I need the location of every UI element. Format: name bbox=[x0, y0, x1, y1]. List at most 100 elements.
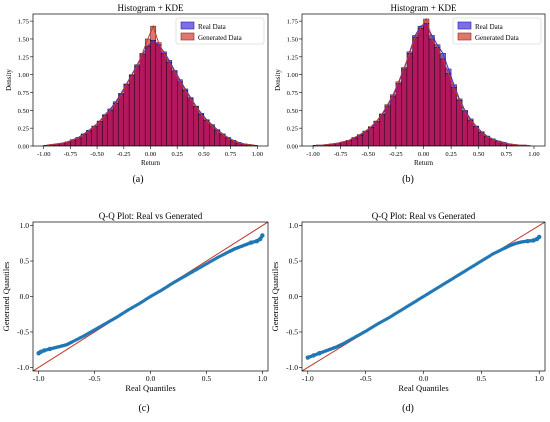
y-tick-label: 1.25 bbox=[18, 54, 29, 61]
qq-point bbox=[531, 238, 536, 243]
y-axis-label: Density bbox=[5, 69, 13, 91]
qq-point bbox=[260, 233, 265, 238]
y-tick-label: 0.5 bbox=[289, 257, 299, 266]
hist-bar-overlap bbox=[203, 120, 210, 146]
x-tick-label: 0.5 bbox=[202, 374, 212, 383]
hist-bar-overlap bbox=[450, 87, 457, 146]
x-tick-label: 0.75 bbox=[225, 151, 236, 158]
panel-label: (c) bbox=[138, 403, 149, 414]
x-tick-label: -1.00 bbox=[37, 151, 51, 158]
x-tick-label: 0.0 bbox=[419, 374, 429, 383]
qq-point bbox=[305, 355, 310, 360]
y-tick-label: 0.75 bbox=[287, 90, 298, 97]
x-tick-label: -0.25 bbox=[117, 151, 131, 158]
hist-bar-overlap bbox=[467, 120, 474, 146]
hist-bar-overlap bbox=[412, 37, 419, 146]
qq-point bbox=[257, 236, 263, 242]
y-tick-label: 1.0 bbox=[289, 221, 299, 230]
x-tick-label: -0.75 bbox=[64, 151, 78, 158]
y-tick-label: -0.5 bbox=[17, 327, 29, 336]
hist-bar-overlap bbox=[91, 126, 98, 146]
x-tick-label: 0.25 bbox=[445, 151, 456, 158]
chart-title: Q-Q Plot: Real vs Generated bbox=[372, 211, 476, 221]
qq-point bbox=[249, 240, 254, 245]
hist-bar-overlap bbox=[456, 100, 463, 146]
x-tick-label: 1.0 bbox=[535, 374, 545, 383]
legend: Real Data Generated Data bbox=[452, 17, 542, 45]
y-tick-label: 0.25 bbox=[287, 126, 298, 133]
x-tick-label: -0.25 bbox=[389, 151, 403, 158]
x-tick-label: -0.50 bbox=[361, 151, 375, 158]
x-tick-label: -0.5 bbox=[89, 374, 101, 383]
qq-point bbox=[47, 346, 52, 352]
legend-box bbox=[452, 17, 542, 45]
legend-label: Real Data bbox=[198, 23, 227, 31]
hist-bar-overlap bbox=[439, 58, 446, 146]
hist-bar-overlap bbox=[198, 114, 205, 146]
x-tick-label: 1.0 bbox=[258, 374, 268, 383]
qq-point bbox=[537, 234, 542, 240]
hist-bar-overlap bbox=[134, 65, 141, 146]
chart-title: Histogram + KDE bbox=[117, 3, 184, 13]
y-tick-label: 1.50 bbox=[287, 36, 298, 43]
legend-box bbox=[175, 17, 265, 45]
hist-bar-overlap bbox=[155, 44, 162, 146]
x-tick-label: 1.00 bbox=[528, 151, 539, 158]
y-tick-label: 1.25 bbox=[287, 54, 298, 61]
y-tick-label: 1.75 bbox=[18, 19, 29, 26]
legend-label: Generated Data bbox=[475, 34, 520, 42]
hist-bar-overlap bbox=[417, 28, 424, 146]
x-axis-label: Return bbox=[414, 159, 434, 167]
kde-line-generated bbox=[46, 24, 255, 146]
y-axis-label: Density bbox=[274, 69, 282, 91]
panel-b: Histogram + KDE Real Data Generated Data -1… bbox=[274, 3, 546, 185]
plot-area bbox=[312, 17, 532, 146]
panel-c: Q-Q Plot: Real vs Generated -1.0 -0.5 0.0 0.… bbox=[1, 211, 269, 414]
hist-bar-overlap bbox=[423, 23, 430, 146]
hist-bar-overlap bbox=[357, 135, 363, 146]
hist-bar-overlap bbox=[214, 130, 221, 146]
hist-bar-overlap bbox=[128, 75, 135, 146]
x-axis-label: Real Quantiles bbox=[398, 383, 448, 393]
x-tick-label: 0.50 bbox=[198, 151, 209, 158]
y-tick-label: 0.50 bbox=[18, 108, 29, 115]
y-tick-label: 0.0 bbox=[20, 292, 30, 301]
qq-point bbox=[311, 353, 316, 358]
legend-swatch-real bbox=[180, 21, 195, 30]
chart-title: Histogram + KDE bbox=[390, 3, 457, 13]
hist-bar-overlap bbox=[384, 105, 391, 146]
hist-bar-overlap bbox=[177, 81, 183, 146]
y-axis-label: Generated Quantiles bbox=[1, 262, 11, 332]
y-tick-label: 0.75 bbox=[18, 90, 29, 97]
hist-bar-overlap bbox=[123, 84, 130, 146]
kde-line-generated bbox=[315, 17, 532, 146]
hist-bar-overlap bbox=[362, 131, 369, 146]
legend: Real Data Generated Data bbox=[175, 17, 265, 45]
x-tick-label: 0.0 bbox=[146, 374, 156, 383]
hist-bar-overlap bbox=[139, 54, 146, 146]
x-tick-label: 0.25 bbox=[172, 151, 183, 158]
y-tick-label: -1.0 bbox=[286, 363, 298, 372]
hist-bar-overlap bbox=[473, 126, 479, 146]
qq-point bbox=[525, 238, 530, 244]
y-tick-label: -1.0 bbox=[17, 363, 29, 372]
plot-area bbox=[43, 24, 258, 146]
qq-point bbox=[38, 349, 44, 355]
y-tick-label: 1.50 bbox=[18, 36, 29, 43]
panel-label: (a) bbox=[132, 174, 143, 185]
legend-label: Generated Data bbox=[198, 34, 243, 42]
x-tick-label: 1.00 bbox=[252, 151, 263, 158]
qq-point bbox=[254, 238, 260, 244]
panel-a: Histogram + KDE Real Data Generated Data -1… bbox=[5, 3, 269, 185]
y-tick-label: 0.0 bbox=[289, 292, 299, 301]
hist-bar-overlap bbox=[390, 95, 397, 146]
hist-bar-overlap bbox=[171, 71, 178, 146]
x-tick-label: 0.75 bbox=[501, 151, 512, 158]
hist-bar-overlap bbox=[406, 53, 413, 146]
plot-area bbox=[33, 222, 268, 371]
hist-bar-overlap bbox=[160, 53, 167, 146]
x-tick-label: -0.50 bbox=[90, 151, 104, 158]
hist-bar-overlap bbox=[445, 73, 452, 146]
x-tick-label: 0.5 bbox=[477, 374, 487, 383]
